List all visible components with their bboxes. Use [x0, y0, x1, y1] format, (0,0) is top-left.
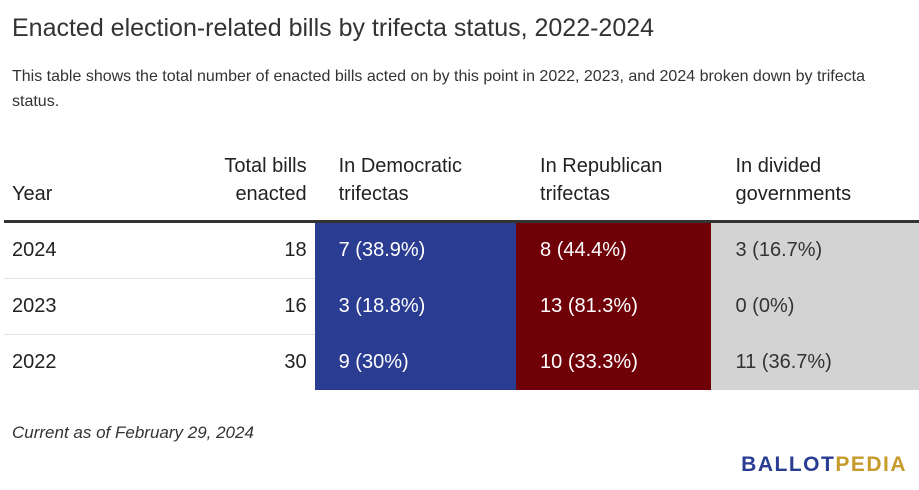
cell-divided: 0 (0%) — [711, 278, 919, 335]
header-republican-line2: trifectas — [540, 183, 611, 205]
table-row: 2022 30 9 (30%) 10 (33.3%) 11 (36.7%) — [4, 334, 919, 390]
ballotpedia-logo[interactable]: BALLOTPEDIA — [741, 453, 907, 477]
cell-divided: 11 (36.7%) — [711, 334, 919, 390]
footnote: Current as of February 29, 2024 — [12, 423, 254, 442]
logo-part-pedia: PEDIA — [835, 453, 907, 476]
header-total-line2: enacted — [235, 183, 307, 205]
cell-republican: 8 (44.4%) — [516, 221, 712, 279]
header-democratic-line1: In Democratic — [338, 155, 462, 177]
header-total: Total bills enacted — [167, 152, 315, 223]
chart-title: Enacted election-related bills by trifec… — [12, 14, 655, 42]
header-democratic: In Democratic trifectas — [314, 152, 517, 223]
cell-total: 16 — [167, 278, 315, 335]
cell-divided: 3 (16.7%) — [711, 221, 919, 279]
header-republican: In Republican trifectas — [516, 152, 712, 223]
logo-part-ballot: BALLOT — [741, 453, 836, 476]
cell-democratic: 3 (18.8%) — [314, 278, 517, 335]
cell-year: 2023 — [4, 278, 168, 335]
cell-democratic: 7 (38.9%) — [314, 221, 517, 279]
cell-republican: 10 (33.3%) — [516, 334, 712, 390]
cell-total: 18 — [167, 221, 315, 279]
header-republican-line1: In Republican — [540, 155, 663, 177]
cell-republican: 13 (81.3%) — [516, 278, 712, 335]
header-divided-line2: governments — [735, 183, 852, 205]
header-year-line1: Year — [12, 183, 53, 205]
header-year: Year — [4, 152, 168, 223]
cell-democratic: 9 (30%) — [314, 334, 517, 390]
header-divided-line1: In divided — [735, 155, 822, 177]
table-row: 2024 18 7 (38.9%) 8 (44.4%) 3 (16.7%) — [4, 221, 919, 279]
header-divided: In divided governments — [711, 152, 919, 223]
header-total-line1: Total bills — [224, 155, 307, 177]
chart-subtitle: This table shows the total number of ena… — [12, 68, 865, 110]
table-header-row: Year Total bills enacted In Democratic t… — [4, 152, 919, 223]
header-democratic-line2: trifectas — [338, 183, 409, 205]
cell-year: 2024 — [4, 221, 168, 279]
table-row: 2023 16 3 (18.8%) 13 (81.3%) 0 (0%) — [4, 278, 919, 335]
cell-total: 30 — [284, 351, 307, 373]
cell-year: 2022 — [12, 351, 57, 373]
trifecta-table: Year Total bills enacted In Democratic t… — [4, 152, 919, 390]
